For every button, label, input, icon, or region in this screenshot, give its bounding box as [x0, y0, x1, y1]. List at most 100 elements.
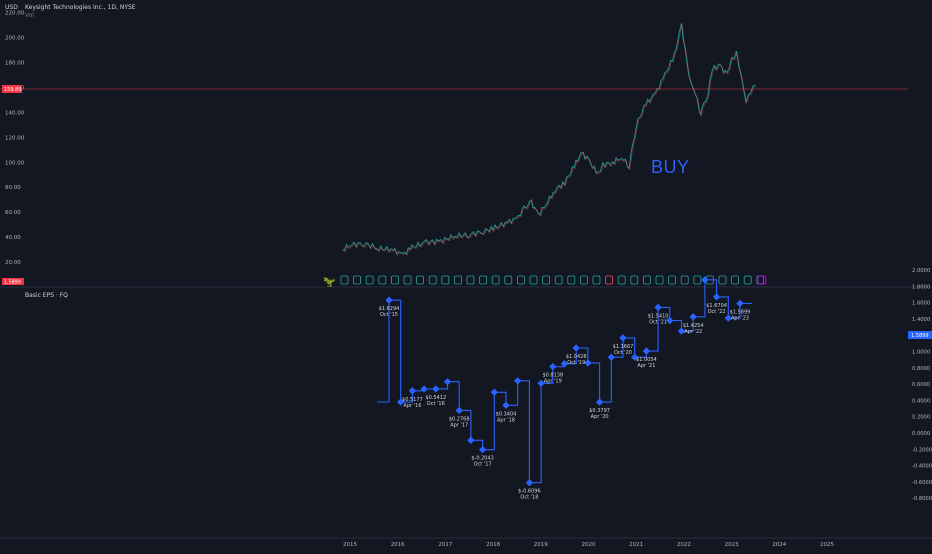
- eps-data-label: $1.6704: [706, 303, 727, 309]
- eps-data-label: $0.3797: [589, 408, 610, 414]
- eps-point: [584, 359, 592, 367]
- price-axis-tick: 60.00: [5, 210, 21, 216]
- eps-axis-tick: 1.8000: [912, 284, 930, 290]
- earnings-marker: [479, 275, 488, 285]
- eps-step-line: [377, 279, 752, 484]
- eps-axis-tick: 0.0000: [912, 431, 930, 437]
- eps-axis-tick: 2.0000: [912, 268, 930, 274]
- symbol-title[interactable]: Keysight Technologies Inc., 1D, NYSE: [25, 4, 136, 11]
- eps-data-label: $1.5410: [648, 313, 669, 319]
- earnings-marker: [680, 275, 689, 285]
- eps-badge-left: [2, 278, 24, 285]
- eps-point: [736, 299, 744, 308]
- eps-data-label: $0.3404: [496, 411, 517, 417]
- eps-data-label: $0.8138: [542, 373, 563, 379]
- earnings-marker: [441, 275, 450, 285]
- eps-point: [677, 327, 686, 335]
- eps-data-label-date: Apr '21: [637, 363, 655, 369]
- last-price-badge: [2, 85, 22, 93]
- earnings-marker: [466, 275, 475, 285]
- time-axis-tick: 2020: [582, 542, 596, 548]
- eps-data-label: $1.4254: [683, 323, 704, 329]
- eps-last-badge: [908, 331, 932, 339]
- price-axis-tick: 180.00: [5, 61, 25, 67]
- eps-axis-tick: 1.0000: [912, 350, 930, 356]
- earnings-marker: [340, 275, 349, 285]
- earnings-marker: [403, 275, 412, 285]
- buy-annotation[interactable]: BUY: [651, 157, 690, 177]
- eps-axis-tick: -0.6000: [912, 480, 932, 486]
- eps-panel-title[interactable]: Basic EPS · FQ: [25, 292, 68, 299]
- eps-point: [385, 296, 393, 304]
- eps-data-label-date: Apr '17: [450, 422, 468, 428]
- eps-point: [689, 313, 697, 321]
- time-axis-tick: 2015: [343, 542, 357, 548]
- earnings-marker: [378, 275, 387, 285]
- earnings-marker: [542, 275, 550, 285]
- eps-data-label: $0.2768: [449, 416, 470, 422]
- price-series-line: [342, 23, 756, 255]
- eps-data-label-date: Oct '20: [614, 350, 632, 356]
- volume-label[interactable]: Vol: [25, 12, 34, 19]
- eps-data-label-date: Oct '21: [649, 319, 667, 325]
- eps-point: [467, 436, 475, 445]
- time-axis-tick: 2023: [725, 542, 739, 548]
- earnings-marker: [655, 275, 664, 285]
- price-axis-tick: 100.00: [5, 160, 25, 166]
- eps-point: [654, 303, 662, 312]
- earnings-marker: [617, 275, 626, 285]
- eps-data-label: $0.5412: [425, 395, 446, 401]
- eps-data-label-date: Oct '17: [474, 462, 492, 468]
- price-axis-tick: 220.00: [5, 11, 25, 17]
- time-axis-tick: 2018: [486, 542, 500, 548]
- earnings-marker: [580, 275, 588, 285]
- eps-last-badge-text: 1.5899: [911, 333, 929, 339]
- earnings-marker: [353, 275, 362, 285]
- dividend-marker: [757, 275, 767, 285]
- eps-point: [408, 387, 417, 395]
- price-series-down-overlay: [343, 24, 757, 256]
- earnings-marker: [365, 275, 374, 285]
- eps-point: [642, 347, 651, 355]
- earnings-marker: [643, 275, 651, 285]
- earnings-marker: [567, 275, 576, 285]
- eps-point: [595, 398, 604, 406]
- eps-point: [607, 353, 615, 361]
- eps-data-label: $1.1667: [613, 344, 634, 350]
- eps-data-label: $1.6294: [379, 306, 400, 312]
- earnings-marker: [605, 275, 613, 285]
- earnings-marker: [630, 275, 639, 285]
- eps-data-label-date: Oct '18: [520, 495, 538, 501]
- price-axis-tick: 20.00: [5, 260, 21, 266]
- eps-data-label: $1.0054: [636, 357, 657, 363]
- eps-data-label: $1.5899: [730, 309, 751, 315]
- eps-data-label-date: Apr '16: [403, 403, 421, 409]
- tradingview-logo: 🦖: [323, 277, 336, 288]
- time-axis-tick: 2016: [391, 542, 405, 548]
- earnings-marker: [743, 275, 752, 285]
- eps-point: [631, 353, 639, 361]
- eps-data-label: $-0.6096: [518, 489, 540, 495]
- earnings-marker: [517, 275, 525, 285]
- eps-point: [455, 406, 463, 415]
- eps-data-label: $-0.2043: [471, 456, 493, 462]
- eps-point: [525, 479, 534, 487]
- eps-axis-tick: 0.8000: [912, 366, 930, 372]
- earnings-marker: [529, 275, 538, 285]
- eps-axis-tick: -0.8000: [912, 496, 932, 502]
- eps-point: [619, 334, 627, 342]
- eps-axis-tick: -0.2000: [912, 447, 932, 453]
- earnings-marker: [504, 275, 513, 285]
- eps-data-label-date: Apr '23: [731, 315, 749, 321]
- eps-point: [666, 316, 674, 325]
- eps-axis-tick: 0.6000: [912, 382, 930, 388]
- eps-point: [701, 276, 709, 284]
- earnings-marker: [668, 275, 676, 285]
- eps-point: [549, 363, 557, 371]
- earnings-marker: [731, 275, 739, 285]
- eps-badge-left-text: 1.5899: [4, 280, 21, 286]
- price-axis-tick: 80.00: [5, 185, 21, 191]
- price-axis-tick: 200.00: [5, 36, 25, 42]
